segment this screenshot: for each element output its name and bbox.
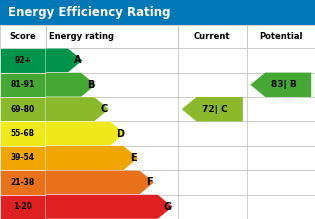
- Text: 55-68: 55-68: [11, 129, 35, 138]
- Bar: [247, 97, 315, 121]
- Polygon shape: [46, 72, 96, 97]
- Text: C: C: [100, 104, 108, 114]
- Bar: [0, 170, 46, 195]
- Bar: [0, 195, 46, 219]
- Text: Energy Efficiency Rating: Energy Efficiency Rating: [8, 6, 170, 19]
- Text: A: A: [74, 55, 81, 65]
- Text: F: F: [146, 177, 152, 187]
- Text: Current: Current: [194, 32, 231, 41]
- Bar: [247, 195, 315, 219]
- Bar: [0, 0, 315, 25]
- Text: 83| B: 83| B: [271, 80, 297, 89]
- Bar: [178, 121, 247, 146]
- Text: 72| C: 72| C: [203, 105, 228, 114]
- Bar: [178, 97, 247, 121]
- Text: 39-54: 39-54: [11, 154, 35, 162]
- Polygon shape: [46, 195, 173, 219]
- Bar: [178, 195, 247, 219]
- Bar: [178, 25, 247, 48]
- Bar: [178, 72, 247, 97]
- Bar: [247, 48, 315, 72]
- Bar: [178, 146, 247, 170]
- Bar: [0, 72, 46, 97]
- Polygon shape: [46, 48, 83, 72]
- Bar: [46, 25, 178, 48]
- Polygon shape: [250, 72, 311, 97]
- Bar: [46, 72, 178, 97]
- Text: 92+: 92+: [14, 56, 31, 65]
- Text: 1-20: 1-20: [14, 202, 32, 211]
- Text: 69-80: 69-80: [11, 105, 35, 114]
- Bar: [46, 97, 178, 121]
- Text: D: D: [116, 129, 124, 139]
- Text: Energy rating: Energy rating: [49, 32, 114, 41]
- Bar: [178, 170, 247, 195]
- Polygon shape: [46, 146, 138, 170]
- Text: B: B: [87, 80, 94, 90]
- Text: Potential: Potential: [259, 32, 303, 41]
- Bar: [46, 121, 178, 146]
- Bar: [46, 195, 178, 219]
- Bar: [46, 146, 178, 170]
- Bar: [0, 121, 46, 146]
- Polygon shape: [46, 121, 125, 146]
- Bar: [247, 72, 315, 97]
- Bar: [46, 48, 178, 72]
- Bar: [0, 25, 46, 48]
- Bar: [178, 48, 247, 72]
- Bar: [247, 146, 315, 170]
- Bar: [0, 48, 46, 72]
- Text: 81-91: 81-91: [11, 80, 35, 89]
- Bar: [0, 146, 46, 170]
- Text: 21-38: 21-38: [11, 178, 35, 187]
- Bar: [247, 121, 315, 146]
- Bar: [247, 25, 315, 48]
- Text: E: E: [130, 153, 136, 163]
- Text: G: G: [163, 202, 172, 212]
- Polygon shape: [46, 97, 109, 121]
- Text: Score: Score: [9, 32, 36, 41]
- Bar: [46, 170, 178, 195]
- Polygon shape: [46, 170, 154, 195]
- Polygon shape: [182, 97, 243, 121]
- Bar: [247, 170, 315, 195]
- Bar: [0, 97, 46, 121]
